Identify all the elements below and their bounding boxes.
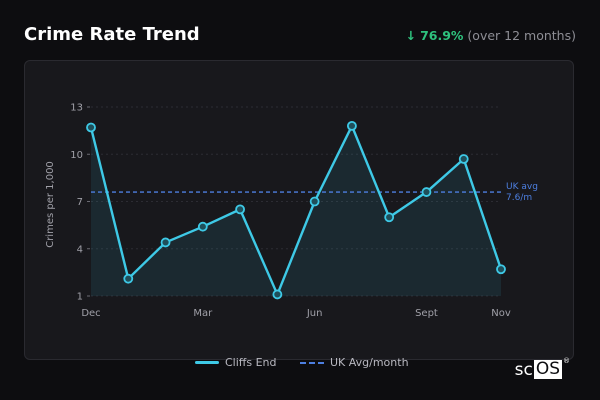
reference-label: UK avg <box>506 182 538 192</box>
legend-item-reference[interactable]: UK Avg/month <box>300 356 409 369</box>
page-title: Crime Rate Trend <box>24 24 200 45</box>
data-point <box>86 122 96 133</box>
x-tick-label: Jun <box>306 308 323 319</box>
series-area <box>91 125 501 297</box>
data-point <box>272 289 283 300</box>
points-layer <box>86 121 506 300</box>
y-tick-label: 7 <box>77 197 83 208</box>
data-point <box>309 196 320 207</box>
legend-label-series: Cliffs End <box>225 356 277 369</box>
down-arrow-icon: ↓ <box>405 28 417 43</box>
y-axis-label: Crimes per 1,000 <box>45 161 56 248</box>
axis-layer: 1 4 7 10 13 Crimes per 1,000 Dec Mar Jun Sept Nov <box>45 103 511 320</box>
y-tick-label: 1 <box>77 292 83 303</box>
series-layer <box>89 124 503 296</box>
data-point <box>421 187 432 197</box>
data-point <box>347 121 357 131</box>
chart-card <box>24 60 574 360</box>
chart-legend: Cliffs End UK Avg/month <box>0 356 600 370</box>
data-point <box>160 237 171 248</box>
y-tick-label: 10 <box>70 150 83 161</box>
x-tick-label: Nov <box>491 308 511 319</box>
data-point <box>384 212 395 223</box>
brand-text: sc <box>514 360 533 380</box>
data-point <box>123 273 134 284</box>
x-tick-label: Mar <box>193 308 213 319</box>
x-tick-label: Dec <box>81 308 100 319</box>
legend-item-series[interactable]: Cliffs End <box>195 356 277 369</box>
data-point <box>458 154 469 164</box>
brand-text-box: OS <box>533 359 562 379</box>
series-line <box>89 124 503 296</box>
data-point <box>235 204 245 215</box>
registered-mark: ® <box>563 357 570 365</box>
legend-line-solid <box>195 361 219 364</box>
change-period: (over 12 months) <box>467 28 576 43</box>
data-point <box>197 221 208 232</box>
y-tick-label: 13 <box>70 103 83 114</box>
legend-line-dashed <box>300 361 324 364</box>
grid-lines <box>91 106 501 297</box>
data-point <box>496 264 506 275</box>
brand-logo: sc OS ® <box>514 357 570 380</box>
trend-change-indicator: ↓ 76.9% (over 12 months) <box>406 28 576 43</box>
x-tick-label: Sept <box>415 308 438 319</box>
legend-label-reference: UK Avg/month <box>330 356 409 369</box>
y-tick-label: 4 <box>77 244 83 255</box>
change-percent: 76.9% <box>420 28 464 43</box>
area-layer <box>91 125 501 297</box>
reference-value-label: 7.6/m <box>506 193 532 203</box>
